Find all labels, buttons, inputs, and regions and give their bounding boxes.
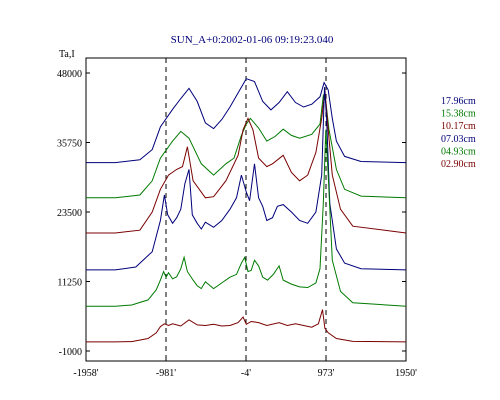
legend-entry: 15.38cm: [441, 109, 476, 120]
series-line-4: [86, 129, 407, 307]
x-tick-label: 973': [318, 368, 335, 379]
y-tick-label: -1000: [59, 347, 82, 358]
y-tick-label: 23500: [57, 208, 82, 219]
legend-entry: 10.17cm: [441, 121, 476, 132]
x-tick-label: -1958': [73, 368, 98, 379]
y-tick-label: 48000: [57, 69, 82, 80]
legend-entry: 04.93cm: [441, 146, 476, 157]
legend-entry: 02.90cm: [441, 159, 476, 170]
x-tick-label: 1950': [395, 368, 417, 379]
x-tick-label: -4': [241, 368, 251, 379]
series-line-1: [86, 93, 407, 199]
y-tick-label: 35750: [57, 139, 82, 150]
legend-entry: 17.96cm: [441, 96, 476, 107]
y-axis-label: Ta,I: [59, 49, 75, 60]
series-line-5: [86, 309, 407, 343]
chart-title: SUN_A+0:2002-01-06 09:19:23.040: [171, 34, 334, 46]
legend-entry: 07.03cm: [441, 134, 476, 145]
x-tick-label: -981': [156, 368, 176, 379]
y-tick-label: 11250: [57, 278, 82, 289]
series-line-3: [86, 87, 407, 271]
series-line-0: [86, 78, 407, 164]
